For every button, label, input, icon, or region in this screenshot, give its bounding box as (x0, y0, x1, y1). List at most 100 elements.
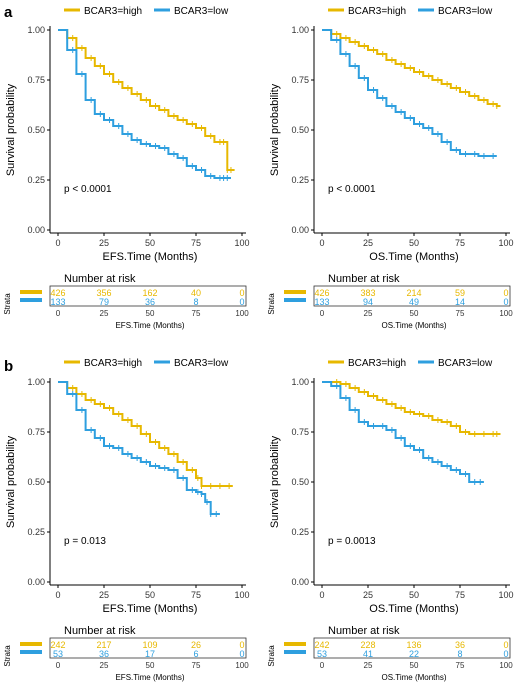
risk-count-high: 228 (360, 640, 375, 650)
risk-count-high: 214 (406, 288, 421, 298)
risk-count-high: 0 (239, 288, 244, 298)
risk-table-frame (313, 637, 511, 659)
risk-x-tick-label: 0 (320, 309, 325, 318)
x-tick-label: 25 (363, 590, 373, 600)
x-tick-label: 75 (455, 238, 465, 248)
x-tick-label: 100 (498, 590, 513, 600)
y-axis-label: Survival probability (5, 435, 17, 528)
x-tick-label: 100 (234, 590, 249, 600)
risk-count-high: 26 (191, 640, 201, 650)
risk-count-low: 0 (239, 649, 244, 659)
y-tick-label: 1.00 (27, 377, 45, 387)
x-tick-label: 50 (145, 590, 155, 600)
risk-x-axis-label: EFS.Time (Months) (115, 321, 184, 330)
x-tick-label: 0 (319, 590, 324, 600)
risk-count-low: 36 (145, 297, 155, 307)
y-tick-label: 0.50 (27, 125, 45, 135)
survival-curve-high (322, 29, 501, 107)
km-panel-4: BCAR3=high BCAR3=low 0.00 0.25 0.50 0.75 1.00 0… (267, 358, 514, 682)
risk-count-low: 14 (455, 297, 465, 307)
p-value: p = 0.013 (64, 536, 106, 547)
risk-x-tick-label: 75 (192, 309, 201, 318)
x-axis-label: OS.Time (Months) (369, 251, 458, 263)
survival-curve-high (58, 29, 235, 171)
x-tick-label: 75 (191, 590, 201, 600)
x-tick-label: 50 (145, 238, 155, 248)
risk-x-axis-label: OS.Time (Months) (381, 673, 446, 682)
risk-x-tick-label: 75 (192, 661, 201, 670)
y-tick-label: 0.25 (291, 527, 309, 537)
y-tick-label: 0.00 (27, 577, 45, 587)
y-tick-label: 0.00 (291, 577, 309, 587)
y-tick-label: 0.75 (291, 427, 309, 437)
km-panel-2: BCAR3=high BCAR3=low 0.00 0.25 0.50 0.75 1.00 0… (267, 6, 514, 330)
risk-x-tick-label: 50 (146, 661, 155, 670)
survival-curve-low (58, 29, 231, 179)
risk-x-axis-label: EFS.Time (Months) (115, 673, 184, 682)
y-tick-label: 0.25 (291, 175, 309, 185)
risk-x-tick-label: 50 (410, 661, 419, 670)
legend-label-high: BCAR3=high (84, 358, 142, 369)
risk-count-high: 136 (406, 640, 421, 650)
x-axis-label: EFS.Time (Months) (103, 603, 198, 615)
y-tick-label: 0.50 (27, 477, 45, 487)
risk-count-low: 53 (53, 649, 63, 659)
x-tick-label: 0 (55, 590, 60, 600)
km-panel-1: BCAR3=high BCAR3=low 0.00 0.25 0.50 0.75 1.00 0… (3, 6, 250, 330)
risk-count-low: 17 (145, 649, 155, 659)
survival-curve-high (322, 381, 501, 435)
km-panel-3: BCAR3=high BCAR3=low 0.00 0.25 0.50 0.75 1.00 0… (3, 358, 250, 682)
risk-x-tick-label: 0 (56, 661, 61, 670)
risk-table-frame (49, 285, 247, 307)
risk-count-high: 162 (142, 288, 157, 298)
risk-count-low: 6 (193, 649, 198, 659)
x-tick-label: 100 (234, 238, 249, 248)
risk-x-tick-label: 25 (100, 661, 109, 670)
risk-count-high: 383 (360, 288, 375, 298)
p-value: p = 0.0013 (328, 536, 376, 547)
risk-count-high: 242 (314, 640, 329, 650)
x-tick-label: 100 (498, 238, 513, 248)
x-tick-label: 25 (363, 238, 373, 248)
strata-label: Strata (3, 645, 12, 667)
y-tick-label: 0.75 (27, 75, 45, 85)
risk-count-low: 49 (409, 297, 419, 307)
risk-count-high: 59 (455, 288, 465, 298)
risk-count-low: 8 (457, 649, 462, 659)
risk-table-frame (313, 285, 511, 307)
x-tick-label: 50 (409, 590, 419, 600)
risk-x-tick-label: 75 (456, 309, 465, 318)
risk-count-high: 109 (142, 640, 157, 650)
risk-count-low: 94 (363, 297, 373, 307)
legend-label-low: BCAR3=low (438, 358, 493, 369)
x-tick-label: 25 (99, 238, 109, 248)
risk-count-high: 426 (50, 288, 65, 298)
x-axis-label: OS.Time (Months) (369, 603, 458, 615)
legend-label-low: BCAR3=low (174, 358, 229, 369)
survival-curve-low (58, 381, 220, 515)
y-tick-label: 0.25 (27, 175, 45, 185)
risk-title: Number at risk (328, 625, 400, 637)
risk-title: Number at risk (64, 625, 136, 637)
risk-title: Number at risk (64, 273, 136, 285)
risk-x-tick-label: 100 (235, 661, 249, 670)
y-tick-label: 0.50 (291, 125, 309, 135)
y-tick-label: 0.50 (291, 477, 309, 487)
y-axis-label: Survival probability (269, 83, 281, 176)
risk-count-high: 356 (96, 288, 111, 298)
legend-label-low: BCAR3=low (438, 6, 493, 17)
y-tick-label: 1.00 (27, 25, 45, 35)
risk-x-tick-label: 50 (146, 309, 155, 318)
strata-label: Strata (267, 645, 276, 667)
risk-x-tick-label: 25 (364, 309, 373, 318)
y-tick-label: 1.00 (291, 25, 309, 35)
risk-x-tick-label: 0 (56, 309, 61, 318)
risk-count-high: 0 (503, 640, 508, 650)
risk-count-low: 41 (363, 649, 373, 659)
strata-label: Strata (267, 293, 276, 315)
x-axis-label: EFS.Time (Months) (103, 251, 198, 263)
y-tick-label: 0.25 (27, 527, 45, 537)
risk-count-low: 53 (317, 649, 327, 659)
risk-x-tick-label: 0 (320, 661, 325, 670)
risk-count-high: 0 (239, 640, 244, 650)
